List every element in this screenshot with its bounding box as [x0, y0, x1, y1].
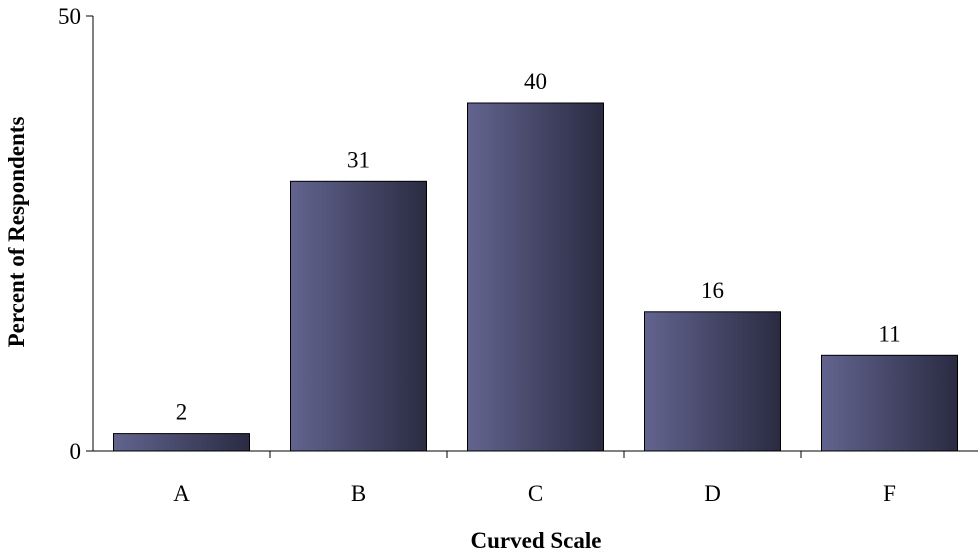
data-label-d: 16: [701, 278, 724, 303]
x-tick-label-a: A: [173, 481, 190, 506]
bar-a: [113, 433, 250, 452]
x-axis-title: Curved Scale: [471, 528, 602, 553]
data-labels: 2 31 40 16 11: [176, 69, 901, 425]
y-axis-ticks: 0 50: [58, 4, 93, 464]
bar-c: [467, 102, 604, 452]
x-tick-label-b: B: [351, 481, 366, 506]
bar-d: [644, 311, 781, 452]
data-label-f: 11: [878, 321, 900, 346]
data-label-c: 40: [524, 69, 547, 94]
y-tick-label: 50: [58, 4, 81, 29]
y-axis-title: Percent of Respondents: [4, 117, 29, 348]
bar-b: [290, 180, 427, 452]
x-tick-label-c: C: [528, 481, 543, 506]
plot-area: 2 31 40 16 11 0 50 A B C D F: [58, 4, 978, 506]
data-label-b: 31: [347, 147, 370, 172]
x-tick-label-d: D: [704, 481, 721, 506]
bars: [113, 102, 958, 452]
y-tick-label: 0: [70, 439, 82, 464]
bar-f: [821, 354, 958, 452]
data-label-a: 2: [176, 400, 188, 425]
x-tick-label-f: F: [883, 481, 896, 506]
